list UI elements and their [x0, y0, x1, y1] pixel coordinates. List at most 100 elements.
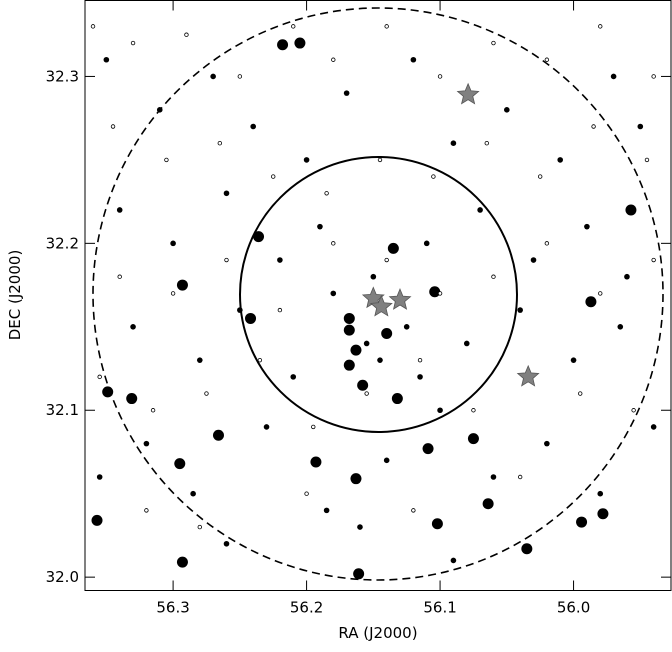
faint-point: [164, 157, 169, 163]
faint-point: [90, 24, 96, 29]
star-marker: [369, 294, 393, 317]
point: [223, 540, 230, 547]
point: [253, 231, 265, 243]
point: [116, 207, 123, 213]
faint-point: [271, 174, 276, 179]
point: [463, 340, 470, 347]
point: [383, 457, 390, 464]
point: [517, 307, 523, 313]
point: [310, 456, 322, 468]
faint-point: [598, 291, 603, 296]
y-axis-label: DEC (J2000): [6, 250, 24, 341]
point: [570, 357, 577, 363]
faint-point: [411, 508, 416, 513]
faint-point: [591, 124, 596, 129]
faint-point: [291, 24, 296, 29]
point: [277, 39, 289, 51]
faint-point: [204, 391, 209, 396]
point: [585, 296, 597, 308]
point: [156, 107, 163, 113]
faint-point: [197, 524, 202, 530]
star-marker: [388, 288, 412, 310]
faint-point: [384, 24, 389, 29]
point: [263, 424, 270, 430]
faint-point: [417, 357, 423, 363]
point: [350, 473, 362, 485]
point: [377, 357, 383, 363]
point: [176, 279, 188, 291]
x-tick-label: 56.3: [156, 599, 189, 617]
point: [102, 386, 114, 398]
point: [343, 359, 355, 371]
point: [450, 140, 457, 147]
point: [353, 568, 365, 580]
point: [130, 323, 136, 330]
point: [381, 327, 393, 339]
point: [343, 324, 355, 336]
point: [330, 290, 337, 297]
faint-point: [491, 40, 496, 46]
point: [96, 474, 103, 480]
faint-point: [484, 141, 489, 146]
faint-point: [598, 24, 603, 29]
faint-point: [578, 391, 583, 396]
point: [91, 514, 103, 526]
point: [576, 516, 588, 528]
point: [610, 73, 617, 80]
point: [544, 440, 550, 447]
outer-circle: [92, 7, 664, 581]
point: [617, 323, 624, 330]
y-tick-label: 32.0: [46, 568, 79, 586]
faint-point: [224, 257, 229, 263]
point: [294, 37, 306, 49]
point: [584, 223, 590, 230]
point: [174, 458, 186, 470]
point: [403, 323, 410, 330]
point: [423, 240, 430, 247]
point: [490, 474, 497, 480]
point: [557, 157, 564, 163]
faint-point: [644, 157, 650, 163]
point: [126, 393, 138, 405]
x-tick-label: 56.0: [557, 599, 590, 617]
inner-circle: [239, 156, 518, 433]
faint-point: [471, 408, 476, 413]
point: [521, 543, 533, 555]
point: [245, 312, 257, 324]
faint-point: [324, 191, 329, 196]
point: [170, 240, 176, 247]
faint-point: [651, 74, 656, 79]
point: [317, 223, 323, 230]
faint-point: [257, 357, 263, 363]
faint-point: [311, 424, 316, 430]
faint-point: [651, 257, 656, 263]
point: [277, 257, 283, 263]
point: [597, 490, 604, 497]
faint-point: [110, 124, 116, 129]
y-tick-label: 32.3: [46, 67, 79, 85]
y-tick-label: 32.2: [46, 234, 79, 252]
faint-point: [491, 274, 496, 279]
faint-point: [170, 291, 176, 296]
plot-frame: [84, 0, 672, 591]
faint-point: [364, 391, 369, 396]
point: [387, 242, 399, 254]
point: [290, 374, 297, 380]
faint-point: [217, 141, 223, 146]
point: [504, 107, 510, 113]
point: [190, 490, 196, 497]
x-axis-label: RA (J2000): [338, 624, 417, 642]
point: [323, 507, 330, 514]
faint-point: [384, 257, 389, 263]
point: [597, 508, 609, 520]
point: [343, 312, 355, 324]
faint-point: [631, 408, 636, 413]
point: [431, 518, 443, 530]
faint-point: [544, 57, 550, 62]
faint-point: [544, 241, 550, 246]
point: [196, 357, 203, 363]
point: [450, 557, 457, 564]
point: [530, 257, 537, 263]
faint-point: [437, 291, 443, 296]
